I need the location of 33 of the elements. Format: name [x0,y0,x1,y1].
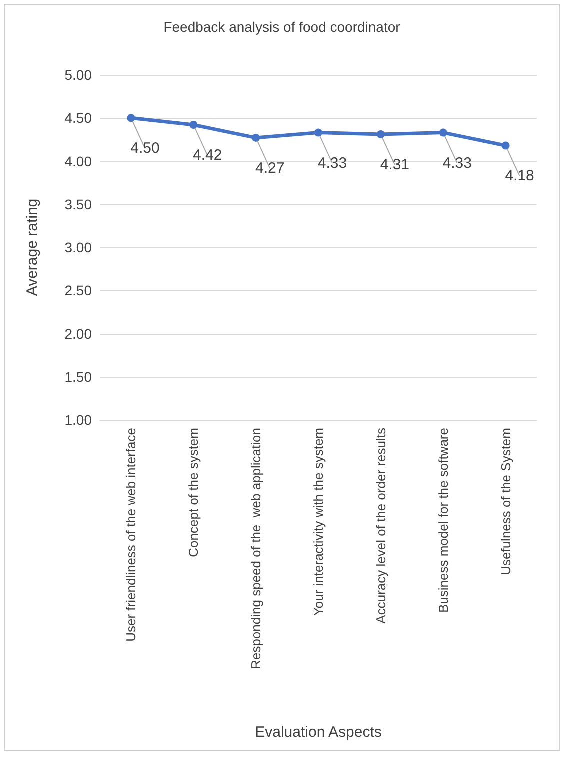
point [127,114,136,122]
x-tick-label: Usefulness of the System [498,428,514,576]
x-tick-label: Business model for the software [436,428,451,613]
y-tick-label: 3.00 [64,240,92,256]
data-label: 4.18 [505,168,534,185]
chart-title: Feedback analysis of food coordinator [164,19,401,35]
x-tick-label: User friendliness of the web interface [124,428,139,642]
point [439,128,448,137]
point [252,134,260,142]
data-label: 4.50 [130,140,160,158]
y-tick-label: 2.50 [64,282,92,299]
x-axis-title: Evaluation Aspects [255,724,382,741]
y-tick-label: 5.00 [64,67,92,83]
data-label: 4.33 [442,154,472,172]
y-tick-label: 1.50 [64,368,92,385]
y-tick-label: 3.50 [64,196,92,212]
data-label: 4.27 [255,160,285,177]
x-tick-label: Accuracy level of the order results [373,428,388,624]
y-axis-title: Average rating [24,198,41,296]
point [190,121,198,130]
y-tick-label: 1.00 [64,412,92,428]
x-tick-label: Concept of the system [186,428,202,558]
y-tick-label: 2.00 [64,326,92,342]
point [502,142,510,150]
x-tick-label: Your interactivity with the system [311,428,326,616]
x-tick-label: Responding speed of the web application [248,428,264,670]
point [376,130,385,139]
point [314,128,322,137]
data-label: 4.31 [380,156,410,174]
y-tick-label: 4.00 [64,153,92,170]
data-label: 4.33 [318,154,348,172]
data-label: 4.42 [193,147,222,164]
y-tick-label: 4.50 [64,110,92,126]
